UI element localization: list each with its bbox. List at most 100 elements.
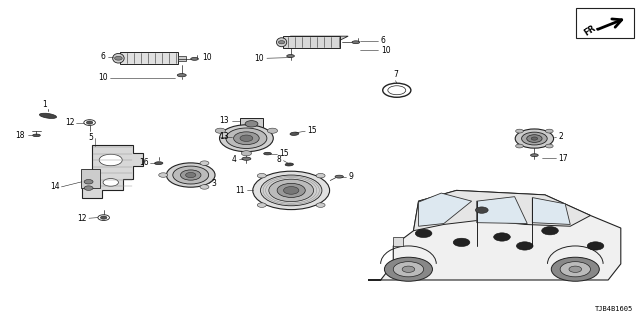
Circle shape [269, 179, 314, 202]
Polygon shape [419, 193, 472, 226]
Polygon shape [368, 190, 621, 280]
Text: 6: 6 [100, 52, 105, 61]
Ellipse shape [335, 175, 344, 178]
Text: 12: 12 [77, 214, 87, 223]
Circle shape [257, 173, 266, 178]
Circle shape [98, 215, 109, 220]
Circle shape [159, 173, 168, 177]
Circle shape [284, 187, 299, 194]
Circle shape [531, 137, 538, 140]
Circle shape [516, 129, 524, 133]
Circle shape [522, 132, 547, 145]
Circle shape [220, 125, 273, 152]
Circle shape [476, 207, 488, 213]
Text: 5: 5 [88, 133, 93, 142]
Circle shape [516, 144, 524, 148]
Text: 3: 3 [211, 180, 216, 188]
Circle shape [260, 175, 322, 206]
Circle shape [515, 129, 554, 148]
Circle shape [588, 242, 604, 250]
Circle shape [257, 203, 266, 207]
Circle shape [402, 266, 415, 272]
Text: 9: 9 [348, 172, 353, 181]
Bar [120, 52, 178, 64]
Circle shape [527, 135, 542, 142]
Circle shape [551, 257, 599, 281]
Ellipse shape [113, 53, 124, 63]
Circle shape [84, 120, 95, 125]
Circle shape [277, 183, 305, 197]
Bar [393, 237, 403, 246]
Circle shape [100, 216, 107, 219]
Text: 11: 11 [235, 186, 244, 195]
Circle shape [240, 135, 253, 141]
Text: 10: 10 [202, 53, 212, 62]
Ellipse shape [276, 38, 287, 47]
Polygon shape [283, 36, 348, 40]
Text: 16: 16 [139, 158, 148, 167]
Circle shape [173, 166, 209, 184]
Text: 13: 13 [220, 116, 229, 125]
Circle shape [569, 266, 582, 272]
Circle shape [245, 121, 258, 127]
Circle shape [253, 171, 330, 210]
Circle shape [241, 151, 252, 156]
Bar [240, 118, 263, 130]
Circle shape [268, 128, 278, 133]
Text: 4: 4 [232, 155, 237, 164]
Circle shape [393, 262, 424, 277]
Circle shape [186, 172, 196, 178]
Circle shape [99, 154, 122, 166]
Text: 17: 17 [558, 154, 568, 163]
Polygon shape [413, 190, 591, 231]
Circle shape [200, 185, 209, 189]
Ellipse shape [155, 162, 163, 165]
Text: 15: 15 [307, 126, 317, 135]
Circle shape [560, 262, 591, 277]
Text: 10: 10 [255, 54, 264, 63]
Ellipse shape [40, 113, 56, 118]
Ellipse shape [177, 74, 186, 77]
Circle shape [415, 229, 432, 237]
Circle shape [103, 179, 118, 186]
Ellipse shape [285, 163, 293, 166]
Ellipse shape [191, 58, 198, 60]
Circle shape [86, 121, 93, 124]
Circle shape [84, 180, 93, 184]
Circle shape [115, 56, 122, 60]
Circle shape [180, 170, 201, 180]
Text: 10: 10 [381, 46, 390, 55]
Circle shape [226, 128, 267, 148]
Circle shape [545, 144, 553, 148]
Text: 8: 8 [277, 156, 282, 164]
Ellipse shape [264, 152, 271, 155]
Text: 13: 13 [220, 132, 229, 141]
Text: 12: 12 [65, 118, 74, 127]
Text: 6: 6 [381, 36, 386, 45]
Polygon shape [82, 145, 143, 197]
Ellipse shape [287, 54, 294, 58]
Circle shape [215, 128, 225, 133]
Circle shape [383, 83, 411, 97]
Circle shape [493, 233, 510, 241]
Ellipse shape [33, 134, 40, 137]
Ellipse shape [352, 41, 360, 44]
Bar [576, 8, 634, 38]
Polygon shape [532, 197, 570, 224]
Text: TJB4B1605: TJB4B1605 [595, 306, 634, 312]
Circle shape [388, 86, 406, 95]
Circle shape [234, 132, 259, 145]
Circle shape [316, 173, 325, 178]
Circle shape [385, 257, 433, 281]
Circle shape [453, 238, 470, 246]
Ellipse shape [290, 132, 299, 135]
Bar [81, 169, 100, 188]
Circle shape [316, 203, 325, 207]
Circle shape [278, 41, 285, 44]
Text: 10: 10 [98, 73, 108, 82]
Text: 18: 18 [15, 131, 24, 140]
Circle shape [200, 161, 209, 165]
Text: 2: 2 [558, 132, 563, 141]
Circle shape [84, 186, 93, 190]
Circle shape [516, 242, 533, 250]
